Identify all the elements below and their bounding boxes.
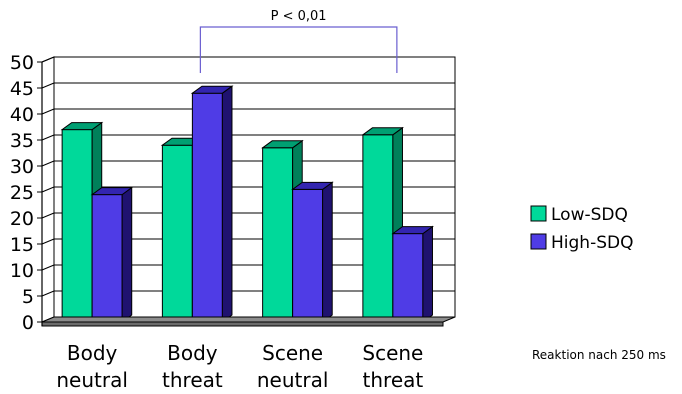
bar-front (262, 147, 294, 323)
bar-front (61, 129, 93, 323)
bar-high-sdq-0 (90, 186, 134, 323)
significance-annotation: P < 0,01 (199, 9, 398, 73)
y-tick-label: 40 (10, 104, 34, 126)
gridline-side (41, 264, 55, 271)
x-tick-label: neutral (56, 368, 128, 392)
x-tick-label: neutral (257, 368, 329, 392)
axis-layer (37, 61, 456, 327)
gridline-side (41, 238, 55, 245)
y-tick-label: 35 (10, 130, 34, 152)
legend-label-low-sdq: Low-SDQ (551, 205, 628, 225)
legend-label-high-sdq: High-SDQ (551, 233, 633, 253)
bar-high-sdq-1 (190, 85, 234, 323)
gridline-side (41, 160, 55, 167)
bar-front (362, 134, 394, 323)
legend: Low-SDQ High-SDQ (530, 205, 633, 253)
gridline-side (41, 290, 55, 297)
y-tick-label: 0 (22, 312, 34, 334)
bar-side (221, 85, 233, 323)
x-tick-label: Scene (362, 341, 423, 365)
bar-top (90, 187, 134, 196)
bars-layer (60, 85, 435, 323)
y-tick-label: 10 (10, 260, 34, 282)
y-tick-label: 5 (22, 286, 34, 308)
chart-floor-front (41, 321, 444, 327)
y-tick-label: 25 (10, 182, 34, 204)
bar-top (190, 85, 234, 94)
y-tick-label: 30 (10, 156, 34, 178)
gridline-side (41, 134, 55, 141)
gridline-side (41, 212, 55, 219)
bar-front (392, 233, 424, 323)
bar-high-sdq-3 (391, 225, 435, 323)
bar-top (261, 140, 304, 149)
gridline-side (41, 82, 55, 89)
bar-top (361, 127, 405, 136)
bar-front (91, 194, 123, 323)
x-tick-label: Scene (262, 341, 323, 365)
bar-top (391, 226, 435, 235)
y-tick-label: 15 (10, 234, 34, 256)
bar-side (121, 186, 133, 323)
bar-front (161, 144, 193, 323)
x-tick-label: Body (67, 341, 118, 365)
legend-swatch-high-sdq (530, 233, 547, 250)
gridline-side (41, 108, 55, 115)
bar-side (422, 225, 433, 323)
chart-note: Reaktion nach 250 ms (532, 348, 666, 362)
bar-high-sdq-2 (291, 181, 334, 323)
x-tick-label: Body (167, 341, 218, 365)
x-tick-label: threat (162, 368, 223, 392)
bar-front (292, 188, 324, 323)
significance-bracket (199, 26, 398, 73)
chart-floor (41, 316, 456, 323)
y-tick-label: 45 (10, 78, 34, 100)
bar-top (60, 122, 104, 131)
gridline-side (41, 56, 55, 63)
legend-swatch-low-sdq (530, 205, 547, 222)
bar-top (291, 181, 334, 190)
bar-front (191, 92, 223, 323)
x-tick-label: threat (363, 368, 424, 392)
label-layer: 0 5 10 15 20 25 30 35 40 45 50 Body neutral Body threa… (10, 52, 424, 392)
gridline-side (41, 186, 55, 193)
significance-label: P < 0,01 (271, 9, 327, 24)
y-tick-label: 20 (10, 208, 34, 230)
bar-side (322, 181, 333, 323)
y-tick-label: 50 (10, 52, 34, 74)
